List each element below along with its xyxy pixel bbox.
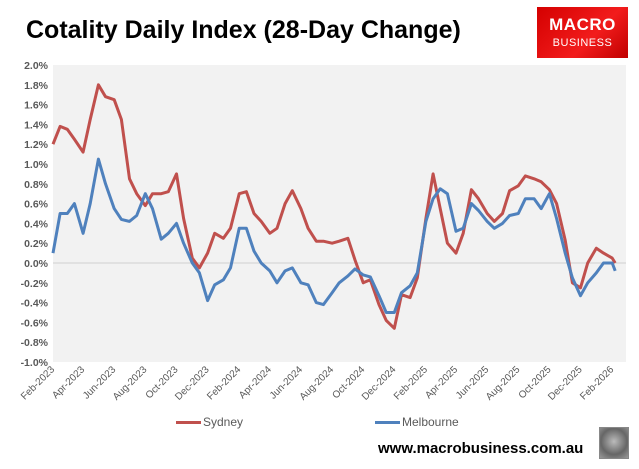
x-tick-label: Feb-2026 bbox=[578, 364, 616, 402]
x-tick-label: Dec-2023 bbox=[173, 364, 212, 403]
y-tick-label: -0.4% bbox=[21, 298, 49, 310]
legend-swatch-melbourne bbox=[375, 420, 400, 424]
chart-title: Cotality Daily Index (28-Day Change) bbox=[26, 16, 461, 44]
y-tick-label: -0.6% bbox=[21, 317, 49, 329]
y-tick-label: -1.0% bbox=[21, 357, 49, 369]
macrobusiness-logo: MACRO BUSINESS bbox=[537, 7, 628, 58]
legend-item-sydney: Sydney bbox=[176, 415, 243, 429]
y-tick-label: 1.2% bbox=[24, 139, 49, 151]
x-tick-label: Aug-2025 bbox=[484, 364, 523, 403]
x-tick-label: Feb-2023 bbox=[19, 364, 57, 402]
wolf-logo-icon bbox=[599, 427, 629, 459]
website-url: www.macrobusiness.com.au bbox=[378, 440, 584, 457]
x-tick-label: Dec-2025 bbox=[546, 364, 585, 403]
legend-label-melbourne: Melbourne bbox=[402, 415, 459, 429]
y-tick-label: -0.2% bbox=[21, 278, 49, 290]
y-tick-label: 1.0% bbox=[24, 159, 49, 171]
y-tick-label: 1.8% bbox=[24, 80, 49, 92]
legend-label-sydney: Sydney bbox=[203, 415, 244, 429]
series-line-sydney bbox=[51, 83, 617, 330]
y-tick-label: 0.2% bbox=[24, 238, 49, 250]
y-tick-label: -0.8% bbox=[21, 337, 49, 349]
y-tick-label: 2.0% bbox=[24, 60, 49, 72]
logo-text-business: BUSINESS bbox=[552, 37, 613, 49]
y-tick-label: 1.4% bbox=[24, 119, 49, 131]
series-line-melbourne bbox=[51, 157, 617, 314]
x-tick-label: Feb-2025 bbox=[392, 364, 430, 402]
legend-swatch-sydney bbox=[176, 420, 201, 424]
y-tick-label: 1.6% bbox=[24, 100, 49, 112]
plot-area bbox=[53, 65, 626, 362]
logo-text-macro: MACRO bbox=[549, 15, 616, 34]
y-tick-label: 0.4% bbox=[24, 218, 49, 230]
x-tick-label: Aug-2024 bbox=[298, 364, 337, 403]
x-tick-label: Dec-2024 bbox=[360, 364, 399, 403]
legend-item-melbourne: Melbourne bbox=[375, 415, 459, 429]
y-tick-label: 0.8% bbox=[24, 179, 49, 191]
y-tick-label: 0.6% bbox=[24, 199, 49, 211]
x-tick-label: Feb-2024 bbox=[205, 364, 243, 402]
x-tick-label: Aug-2023 bbox=[111, 364, 150, 403]
y-tick-label: 0.0% bbox=[24, 258, 49, 270]
